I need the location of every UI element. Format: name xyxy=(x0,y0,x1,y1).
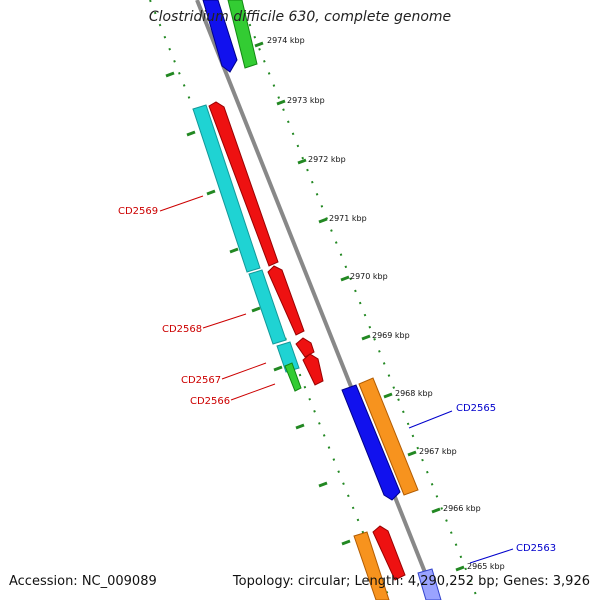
gene-bottom-orange[interactable] xyxy=(353,531,390,600)
tick-label: 2966 kbp xyxy=(443,504,481,513)
tick-label: 2973 kbp xyxy=(287,96,325,105)
gene-label-cd2563[interactable]: CD2563 xyxy=(516,543,556,554)
gene-top-blue[interactable] xyxy=(202,0,238,73)
tick-label: 2972 kbp xyxy=(308,155,346,164)
leader-cd2569 xyxy=(159,195,204,212)
gene-cd2569-red[interactable] xyxy=(208,101,279,267)
tick-label: 2974 kbp xyxy=(267,36,305,45)
tick-label: 2965 kbp xyxy=(467,562,505,571)
leader-cd2565 xyxy=(408,410,453,429)
ruler-major-ticks xyxy=(254,41,465,572)
gene-track-minus xyxy=(192,0,406,600)
gene-cd2565-blue[interactable] xyxy=(341,384,401,501)
gene-cd2567-red-b[interactable] xyxy=(302,353,324,386)
gene-cd2565-orange[interactable] xyxy=(358,377,419,496)
gene-cd2567-cyan[interactable] xyxy=(276,341,300,373)
accession-text: Accession: NC_009089 xyxy=(9,574,157,589)
gene-top-green[interactable] xyxy=(227,0,258,69)
gene-track-plus xyxy=(341,377,442,600)
leader-cd2567 xyxy=(221,362,267,380)
genome-backbone xyxy=(195,0,438,600)
gene-label-cd2569[interactable]: CD2569 xyxy=(118,206,158,217)
gene-label-cd2567[interactable]: CD2567 xyxy=(181,375,221,386)
gene-label-cd2565[interactable]: CD2565 xyxy=(456,403,496,414)
tick-label: 2970 kbp xyxy=(350,272,388,281)
gene-cd2568-red[interactable] xyxy=(267,265,305,336)
gene-cd2566-green[interactable] xyxy=(284,362,302,392)
ruler-inner-ticks xyxy=(165,71,351,546)
leader-cd2568 xyxy=(202,313,247,329)
gene-bottom-red[interactable] xyxy=(372,525,406,581)
gene-cd2568-cyan[interactable] xyxy=(248,269,287,345)
tick-label: 2968 kbp xyxy=(395,389,433,398)
gene-cd2563-blue[interactable] xyxy=(417,568,442,600)
tick-label: 2969 kbp xyxy=(372,331,410,340)
tick-label: 2967 kbp xyxy=(419,447,457,456)
leader-cd2563 xyxy=(469,548,514,564)
topology-text: Topology: circular; Length: 4,290,252 bp… xyxy=(232,574,590,589)
leader-cd2566 xyxy=(230,383,276,401)
map-title: Clostridium difficile 630, complete geno… xyxy=(148,9,452,25)
gene-cd2567-red-a[interactable] xyxy=(295,337,315,358)
gene-label-cd2568[interactable]: CD2568 xyxy=(162,324,202,335)
tick-label: 2971 kbp xyxy=(329,214,367,223)
gene-cd2569-cyan[interactable] xyxy=(192,104,261,273)
gene-label-cd2566[interactable]: CD2566 xyxy=(190,396,230,407)
